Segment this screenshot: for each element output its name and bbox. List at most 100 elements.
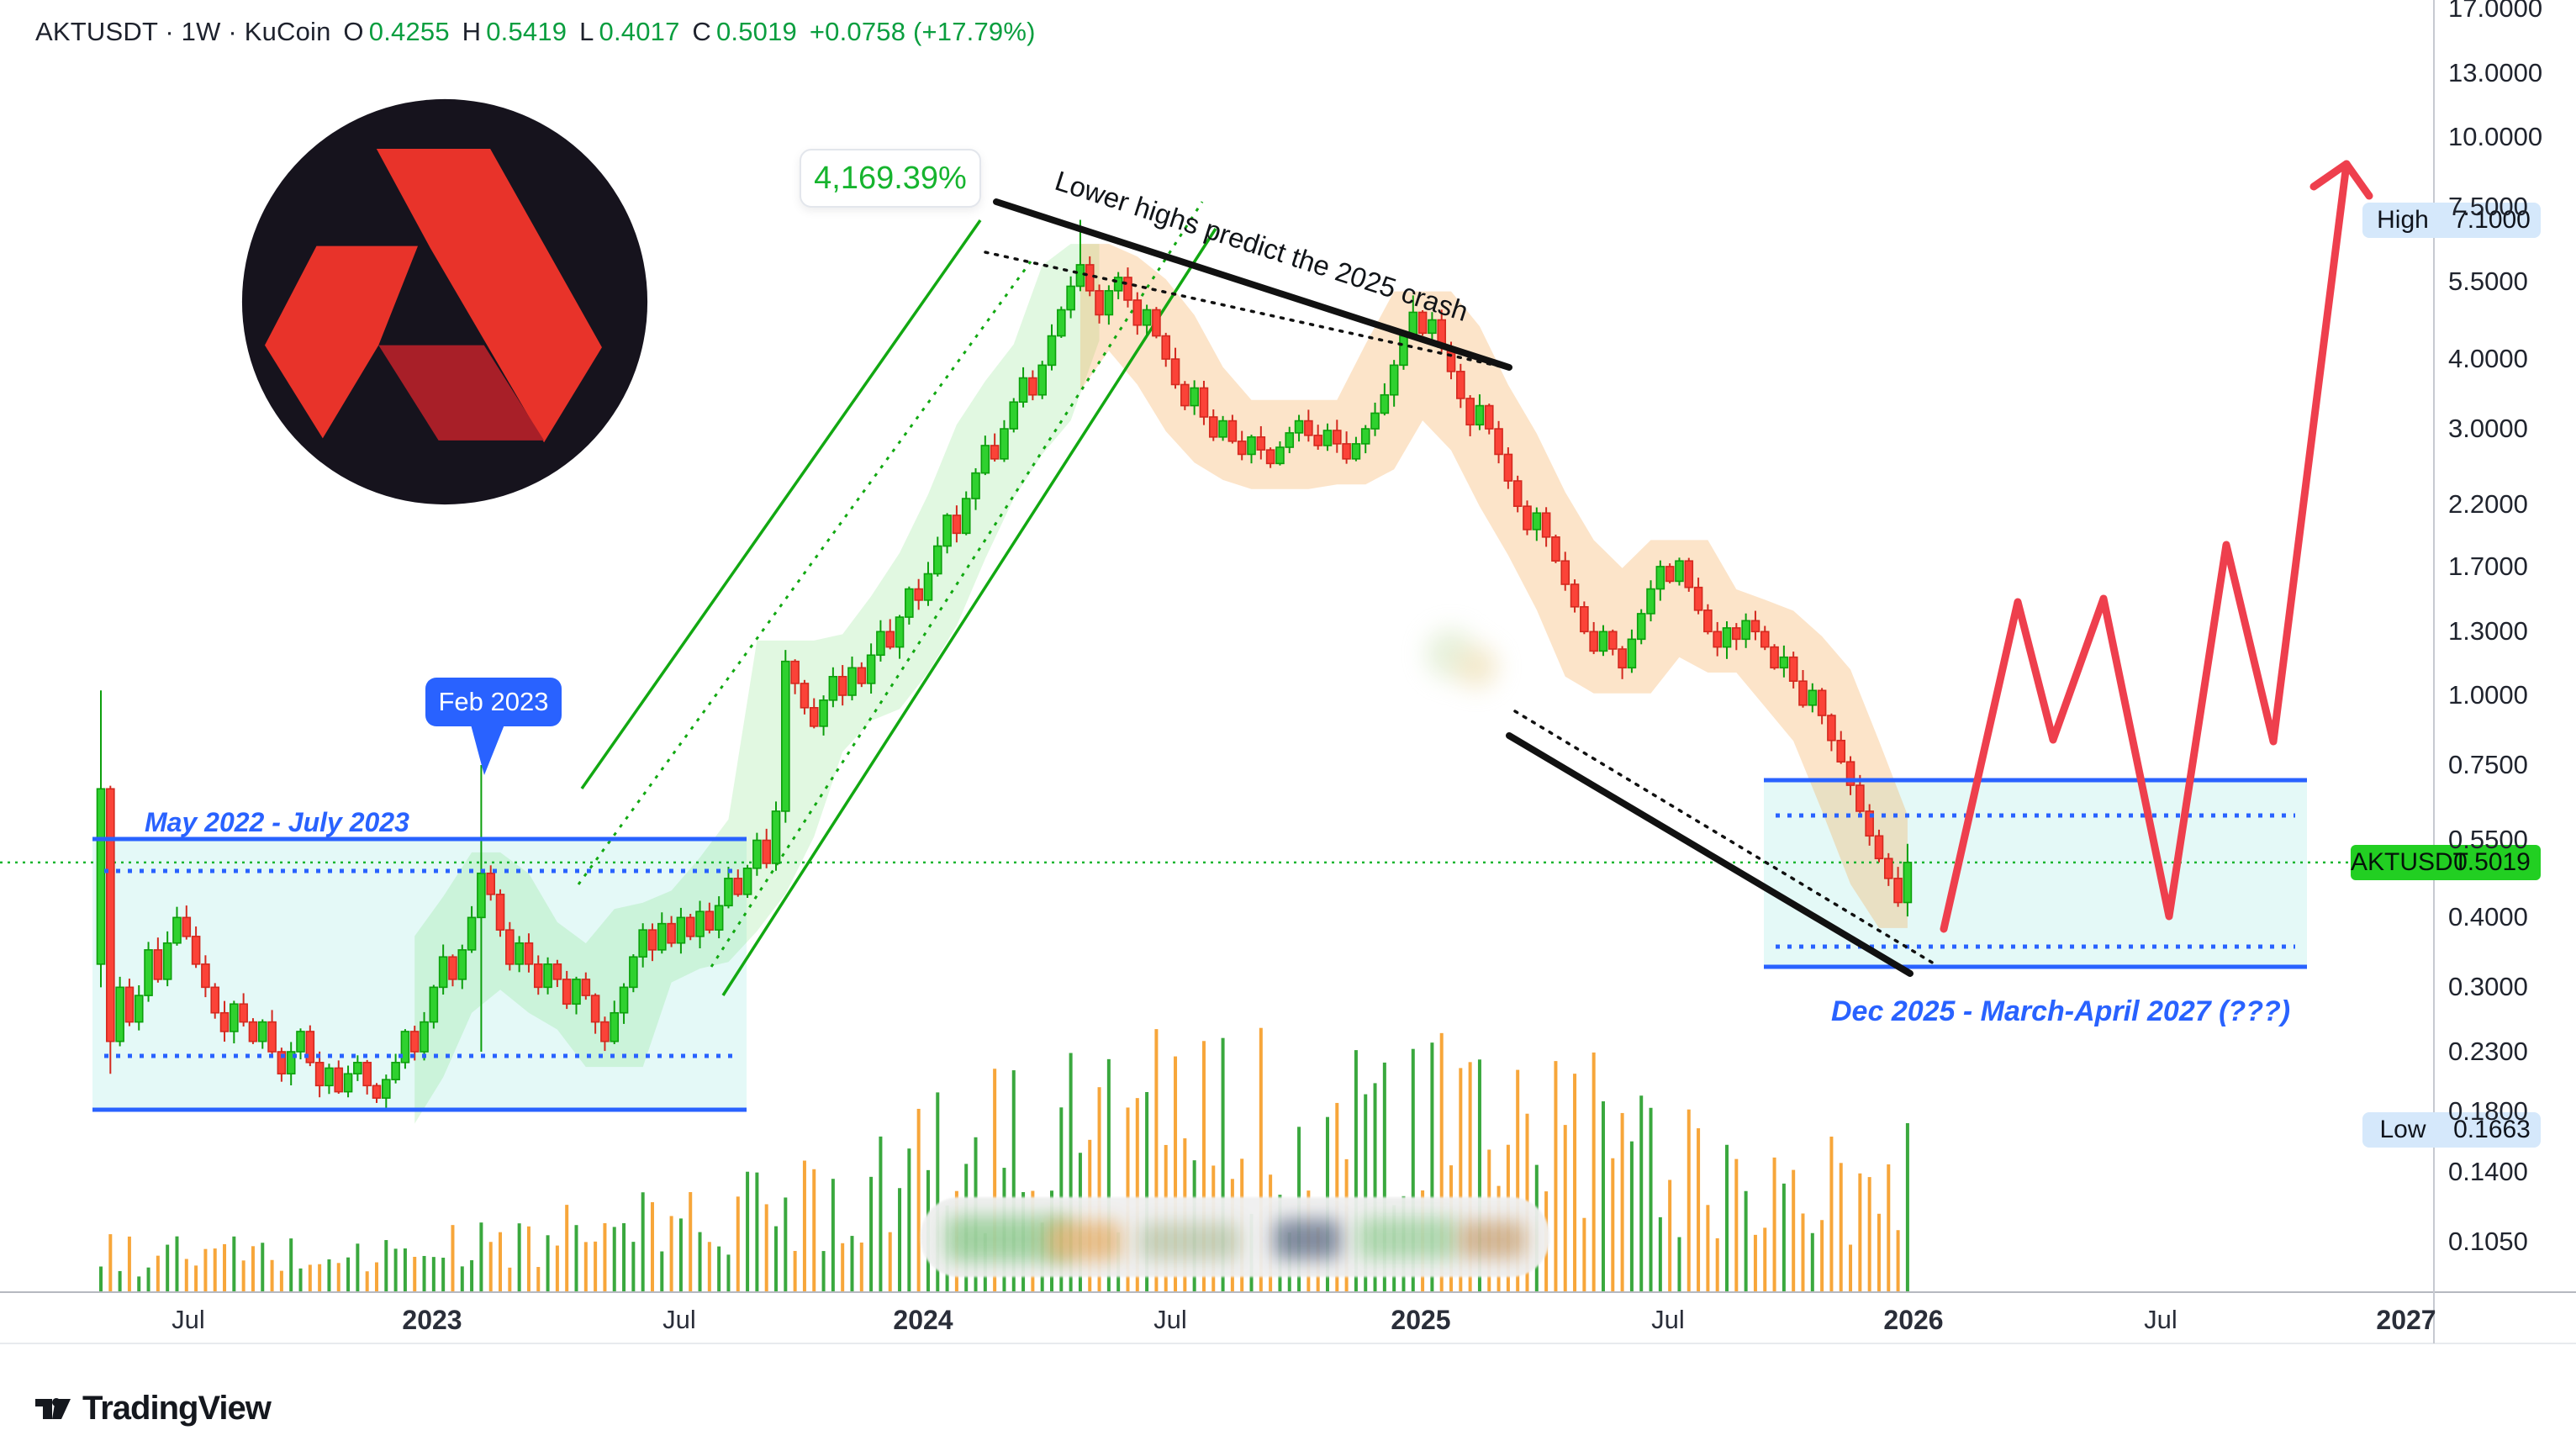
candle-body: [1075, 264, 1085, 288]
candle-body: [1199, 387, 1209, 418]
candle-body: [1333, 430, 1342, 445]
volume-bar: [888, 1232, 892, 1291]
candle-body: [1693, 586, 1703, 611]
candle-body: [353, 1062, 362, 1075]
volume-bar: [869, 1176, 874, 1291]
trend-line-2[interactable]: [1506, 732, 1914, 977]
tradingview-icon: [35, 1398, 71, 1419]
volume-bar: [1858, 1173, 1862, 1291]
price-tick-label: 0.1800: [2448, 1095, 2528, 1126]
volume-bar: [403, 1248, 407, 1291]
trend-line-3[interactable]: [1513, 710, 1935, 965]
volume-bar: [1411, 1048, 1415, 1291]
channel-line-2[interactable]: [721, 228, 1217, 996]
candle-body: [1142, 309, 1152, 326]
symbol-title[interactable]: AKTUSDT · 1W · KuCoin: [35, 17, 331, 46]
price-tick-label: 3.0000: [2448, 414, 2528, 444]
time-tick-label: 2023: [402, 1305, 462, 1335]
channel-line-3[interactable]: [710, 201, 1204, 968]
volume-bar: [1516, 1069, 1520, 1291]
trend-line-1[interactable]: [984, 251, 1507, 369]
open-value: 0.4255: [368, 17, 450, 46]
candle-body: [1893, 878, 1903, 904]
candle-body: [277, 1051, 287, 1075]
volume-bar: [689, 1191, 693, 1291]
range-annotation-2025-2027[interactable]: Dec 2025 - March-April 2027 (???): [1831, 995, 2291, 1027]
candle-body: [144, 949, 153, 996]
range-annotation-2022-2023[interactable]: May 2022 - July 2023: [145, 807, 409, 837]
channel-line-1[interactable]: [577, 261, 1032, 885]
price-tick-label: 0.2300: [2448, 1037, 2528, 1066]
candle-body: [657, 922, 667, 951]
feb-2023-callout[interactable]: Feb 2023: [425, 678, 562, 726]
volume-bar: [774, 1226, 779, 1291]
candle-body: [1865, 810, 1874, 837]
candle-body: [781, 660, 790, 812]
percent-gain-label[interactable]: 4,169.39%: [800, 149, 981, 208]
volume-bar: [1563, 1125, 1567, 1291]
volume-bar: [318, 1264, 322, 1291]
candle-body: [1788, 656, 1798, 682]
high-price-badge: High 7.1000: [2362, 203, 2541, 238]
volume-bar: [1801, 1213, 1805, 1291]
low-badge-value: 0.1663: [2453, 1116, 2531, 1143]
tradingview-logo[interactable]: TradingView: [34, 1389, 272, 1428]
candle-body: [1294, 420, 1304, 434]
candle-body: [638, 929, 647, 958]
volume-bar: [859, 1243, 863, 1291]
candle-body: [477, 872, 486, 919]
time-tick-label: 2024: [893, 1305, 953, 1335]
volume-bar: [793, 1250, 797, 1291]
candle-body: [647, 929, 657, 951]
volume-bar: [1725, 1144, 1729, 1291]
last-price-badge: AKTUSDT 0.5019: [2351, 845, 2541, 880]
candle-body: [895, 616, 905, 648]
candle-body: [885, 631, 895, 648]
volume-bar: [555, 1245, 559, 1291]
candle-body: [762, 839, 772, 864]
volume-bar: [1658, 1216, 1662, 1291]
candle-body: [1152, 309, 1161, 337]
candle-body: [1817, 689, 1827, 716]
volume-bar: [213, 1248, 217, 1291]
volume-bar: [1354, 1050, 1358, 1291]
volume-bar: [137, 1276, 141, 1291]
candle-body: [1770, 646, 1779, 669]
low-value: 0.4017: [599, 17, 680, 46]
candle-body: [1760, 631, 1770, 648]
candle-body: [381, 1079, 391, 1099]
volume-bar: [1896, 1230, 1900, 1291]
candle-body: [1580, 606, 1589, 633]
candle-body: [990, 445, 1000, 460]
candle-body: [543, 963, 552, 989]
candle-body: [905, 588, 914, 618]
candle-body: [257, 1021, 267, 1042]
high-badge-value: 7.1000: [2453, 206, 2531, 234]
candle-body: [619, 986, 629, 1014]
volume-bar: [1706, 1205, 1710, 1291]
candle-body: [876, 631, 885, 657]
candle-body: [210, 986, 220, 1014]
candle-body: [239, 1003, 248, 1023]
candle-body: [562, 979, 572, 1005]
volume-bar: [1753, 1234, 1757, 1291]
candle-body: [1313, 435, 1322, 446]
price-tick-label: 1.3000: [2448, 616, 2528, 646]
volume-bar: [1829, 1136, 1834, 1291]
trend-line-0[interactable]: [993, 198, 1512, 371]
volume-bar: [1459, 1068, 1463, 1291]
candle-body: [600, 1021, 610, 1042]
candle-body: [1903, 862, 1913, 904]
projection-zigzag[interactable]: [1940, 160, 2351, 933]
candle-body: [1028, 377, 1037, 396]
candle-body: [1665, 566, 1675, 583]
volume-bar: [499, 1232, 503, 1291]
volume-bar: [1582, 1217, 1586, 1291]
candle-body: [1883, 858, 1893, 879]
channel-line-0[interactable]: [580, 219, 982, 790]
range-box-fill[interactable]: [1764, 780, 2307, 967]
price-tick-label: 13.0000: [2448, 58, 2543, 87]
